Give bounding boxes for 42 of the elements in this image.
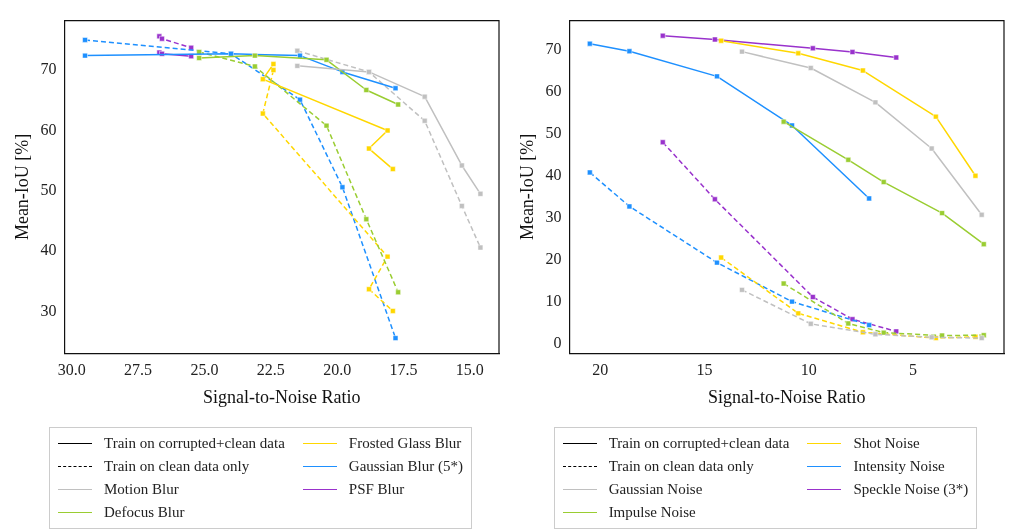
y-tick-label: 40 (40, 241, 57, 259)
legend-label: Impulse Noise (608, 504, 696, 521)
x-tick-label: 15 (696, 361, 713, 378)
legend-label: Intensity Noise (853, 458, 945, 475)
x-tick-label: 15.0 (455, 361, 484, 378)
legend-label: Defocus Blur (104, 504, 185, 521)
legend-label: Speckle Noise (3*) (853, 481, 969, 498)
y-axis-title: Mean-IoU [%] (11, 133, 32, 241)
x-tick-label: 20.0 (323, 361, 352, 378)
y-tick-label: 10 (545, 291, 562, 309)
legend-label: Gaussian Blur (5*) (348, 458, 463, 475)
legend-label: Gaussian Noise (608, 481, 703, 498)
legend-label: Shot Noise (853, 435, 920, 452)
legend-label: Train on clean data only (608, 458, 754, 475)
x-tick-label: 10 (800, 361, 817, 378)
y-tick-label: 60 (40, 120, 57, 138)
x-axis-title: Signal-to-Noise Ratio (203, 386, 361, 407)
legend-label: PSF Blur (348, 481, 405, 498)
legend-label: Frosted Glass Blur (348, 435, 462, 452)
y-tick-label: 20 (545, 249, 562, 267)
y-tick-label: 0 (553, 333, 562, 351)
y-tick-label: 50 (40, 181, 57, 199)
y-tick-label: 70 (40, 60, 57, 78)
x-tick-label: 17.5 (389, 361, 418, 378)
x-tick-label: 30.0 (57, 361, 86, 378)
x-tick-label: 20 (592, 361, 609, 378)
y-tick-label: 30 (40, 301, 57, 319)
y-axis-title: Mean-IoU [%] (516, 133, 537, 241)
y-tick-label: 30 (545, 207, 562, 225)
y-tick-label: 50 (545, 124, 562, 142)
y-tick-label: 70 (545, 40, 562, 58)
y-tick-label: 40 (545, 165, 562, 183)
legend-label: Train on corrupted+clean data (104, 435, 285, 452)
x-tick-label: 22.5 (256, 361, 285, 378)
legend-label: Motion Blur (104, 481, 179, 498)
x-tick-label: 5 (908, 361, 917, 378)
y-tick-label: 60 (545, 82, 562, 100)
legend-label: Train on corrupted+clean data (608, 435, 790, 452)
legend-label: Train on clean data only (104, 458, 250, 475)
x-tick-label: 27.5 (124, 361, 153, 378)
x-tick-label: 25.0 (190, 361, 219, 378)
x-axis-title: Signal-to-Noise Ratio (708, 386, 866, 407)
